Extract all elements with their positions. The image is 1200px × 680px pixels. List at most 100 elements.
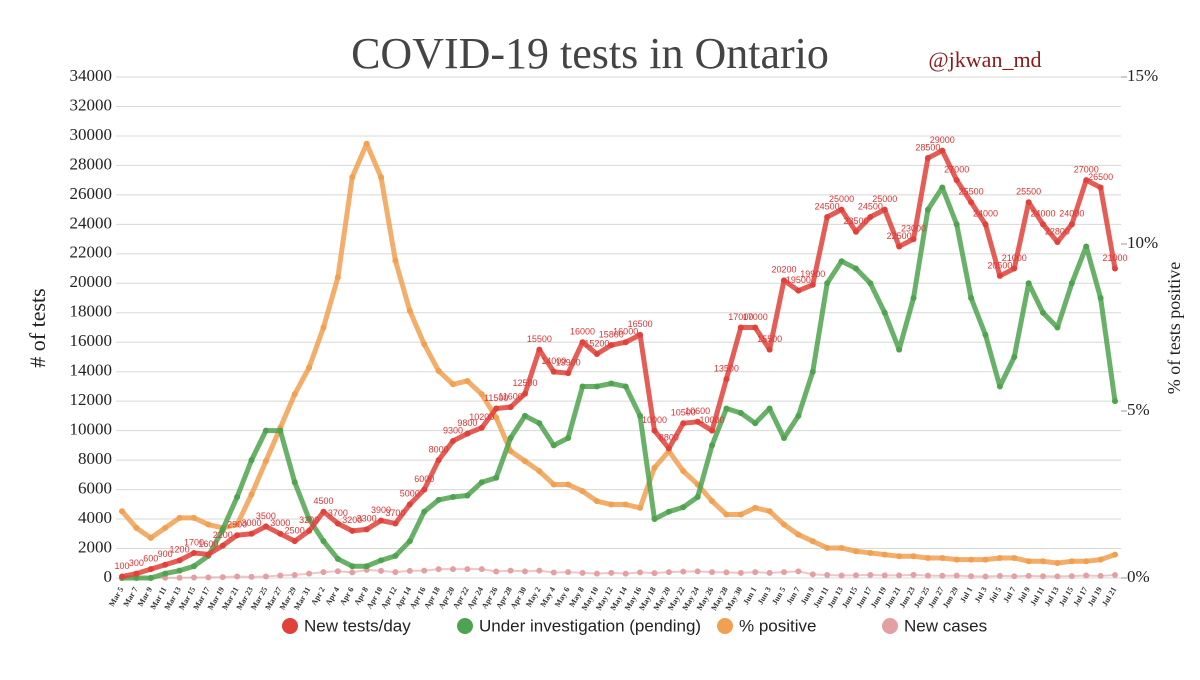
data-label: 10600 xyxy=(685,406,710,416)
data-point xyxy=(622,501,629,508)
data-point xyxy=(320,324,327,331)
data-point xyxy=(219,526,226,533)
data-label: 600 xyxy=(143,554,158,564)
data-point xyxy=(1054,324,1061,331)
data-label: 14000 xyxy=(541,356,566,366)
y-axis-label: # of tests xyxy=(25,288,50,367)
data-point xyxy=(478,424,485,431)
data-point xyxy=(665,508,672,515)
data-point xyxy=(190,563,197,570)
data-point xyxy=(1025,199,1032,206)
data-point xyxy=(795,531,802,538)
data-point xyxy=(536,567,543,574)
y2-tick-label: 15% xyxy=(1127,66,1158,85)
data-point xyxy=(277,530,284,537)
data-point xyxy=(608,501,615,508)
data-point xyxy=(1112,572,1118,579)
data-label: 20500 xyxy=(987,260,1012,270)
data-point xyxy=(392,569,399,576)
data-label: 10200 xyxy=(469,412,494,422)
data-point xyxy=(363,526,370,533)
data-point xyxy=(306,570,313,577)
y-tick-label: 22000 xyxy=(70,243,113,262)
data-point xyxy=(1083,243,1090,250)
data-point xyxy=(795,412,802,419)
data-point xyxy=(234,521,241,528)
data-point xyxy=(809,538,816,545)
data-point xyxy=(176,574,183,581)
data-point xyxy=(593,351,600,358)
data-point xyxy=(536,468,543,475)
data-point xyxy=(162,561,169,568)
data-point xyxy=(320,538,327,545)
y-tick-label: 0 xyxy=(104,567,113,586)
data-point xyxy=(680,420,687,427)
data-point xyxy=(421,486,428,493)
data-label: 27000 xyxy=(1074,165,1099,175)
data-point xyxy=(838,572,845,579)
data-point xyxy=(464,377,471,384)
data-point xyxy=(809,368,816,375)
data-point xyxy=(378,517,385,524)
data-label: 3200 xyxy=(299,515,319,525)
data-point xyxy=(1068,221,1075,228)
data-point xyxy=(910,553,917,560)
data-point xyxy=(622,570,629,577)
data-point xyxy=(881,551,888,558)
data-point xyxy=(133,570,140,577)
data-point xyxy=(392,257,399,264)
data-point xyxy=(1068,573,1075,580)
data-point xyxy=(349,569,356,576)
data-point xyxy=(234,573,241,580)
data-label: 6000 xyxy=(414,474,434,484)
data-point xyxy=(507,448,514,455)
data-point xyxy=(363,563,370,570)
data-point xyxy=(378,567,385,574)
data-label: 8800 xyxy=(659,433,679,443)
chart-title: COVID-19 tests in Ontario xyxy=(351,29,829,78)
data-point xyxy=(147,534,154,541)
data-point xyxy=(781,277,787,284)
data-point xyxy=(406,307,413,314)
data-point xyxy=(1112,398,1118,405)
data-point xyxy=(190,514,197,521)
data-point xyxy=(219,542,226,549)
data-point xyxy=(521,390,528,397)
data-point xyxy=(968,295,975,302)
data-point xyxy=(478,479,485,486)
data-label: 9800 xyxy=(457,418,477,428)
data-point xyxy=(550,481,557,488)
data-point xyxy=(637,331,644,338)
data-point xyxy=(838,544,845,551)
data-label: 17000 xyxy=(743,312,768,322)
data-point xyxy=(867,549,874,556)
data-point xyxy=(737,569,744,576)
y-tick-label: 8000 xyxy=(78,449,112,468)
data-point xyxy=(766,508,773,515)
y-tick-label: 12000 xyxy=(70,390,113,409)
data-point xyxy=(205,574,212,581)
data-point xyxy=(205,521,212,528)
data-point xyxy=(464,492,471,499)
data-point xyxy=(896,572,903,579)
data-point xyxy=(334,555,341,562)
data-point xyxy=(910,571,917,578)
data-point xyxy=(982,573,989,580)
data-point xyxy=(939,184,946,191)
legend-label: New tests/day xyxy=(304,616,411,635)
data-point xyxy=(378,174,385,181)
data-point xyxy=(1025,558,1032,565)
data-point xyxy=(464,430,471,437)
data-point xyxy=(723,511,730,518)
data-point xyxy=(1097,295,1104,302)
data-point xyxy=(1054,239,1061,246)
y2-tick-label: 0% xyxy=(1127,567,1150,586)
data-point xyxy=(809,281,816,288)
y-tick-label: 16000 xyxy=(70,331,113,350)
data-point xyxy=(996,554,1003,561)
legend-marker xyxy=(717,618,733,634)
data-point xyxy=(133,575,140,581)
data-point xyxy=(406,501,413,508)
data-point xyxy=(1083,572,1090,579)
data-label: 24000 xyxy=(1031,209,1056,219)
